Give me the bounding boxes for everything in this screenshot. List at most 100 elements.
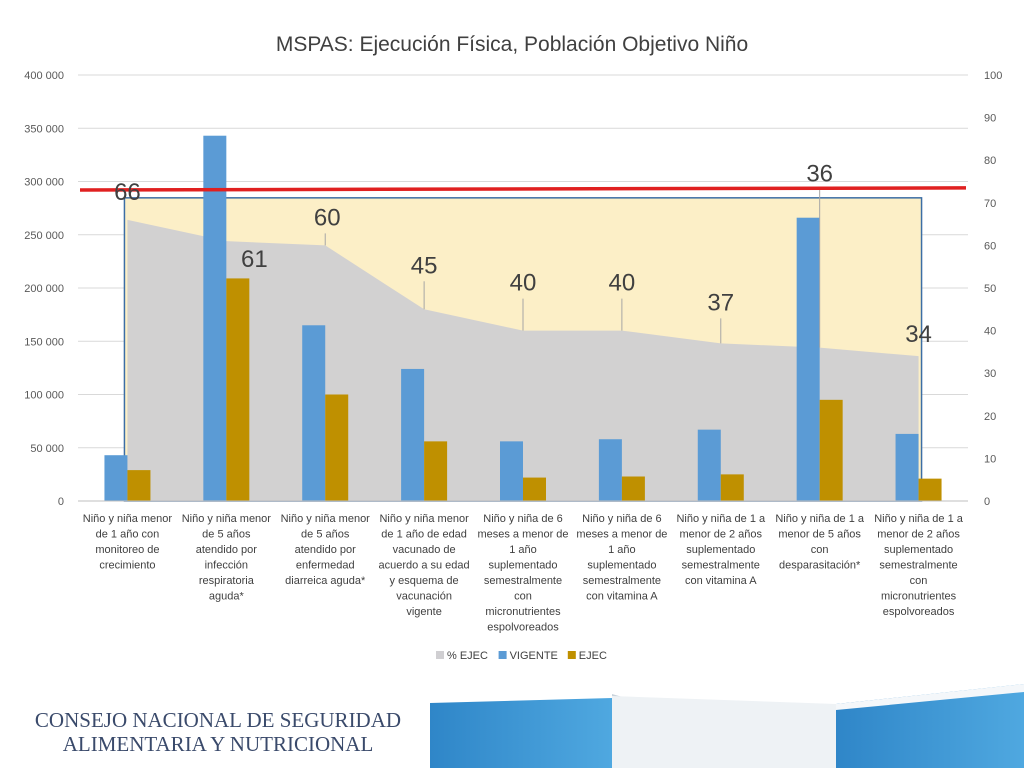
bar-vigente-2: [203, 135, 227, 501]
category-label-line: semestralmente: [484, 575, 562, 587]
left-axis: 0 50 000 100 000 150 000 200 000 250 000 300 0…: [24, 70, 64, 508]
category-label-line: Niño y niña de 1 a: [874, 513, 964, 525]
category-labels: Niño y niña menor de 1 año con monitoreo d…: [83, 513, 964, 634]
bar-ejec-5: [523, 477, 546, 501]
legend: % EJEC VIGENTE EJEC: [436, 650, 607, 662]
bar-ejec-7: [720, 474, 744, 501]
category-label-line: vacunado de: [393, 544, 456, 556]
category-label-line: con vitamina A: [685, 575, 757, 587]
bar-vigente-5: [500, 441, 523, 501]
bar-vigente-1: [104, 455, 128, 501]
category-label-line: menor de 2 años: [679, 529, 762, 541]
category-label-line: vacunación: [396, 591, 452, 603]
bar-vigente-9: [895, 433, 919, 501]
chart: MSPAS: Ejecución Física, Población Objet…: [24, 33, 1002, 662]
category-label-line: con vitamina A: [586, 591, 658, 603]
bar-ejec-8: [819, 399, 843, 501]
left-tick-label: 50 000: [30, 443, 64, 455]
category-label-line: con: [811, 544, 829, 556]
bar-vigente-8: [796, 217, 820, 501]
category-label-line: espolvoreados: [883, 606, 955, 618]
organization-name: CONSEJO NACIONAL DE SEGURIDAD ALIMENTARI…: [18, 708, 418, 756]
ribbon-edge-white: [836, 684, 1024, 710]
category-label-line: de 1 año de edad: [381, 529, 467, 541]
pct-data-label: 61: [241, 246, 268, 273]
category-label-line: suplementado: [488, 560, 557, 572]
category-label-line: diarreica aguda*: [285, 575, 366, 587]
right-tick-label: 90: [984, 113, 996, 125]
bar-ejec-3: [325, 394, 349, 501]
legend-swatch: [436, 651, 444, 659]
left-tick-label: 200 000: [24, 283, 64, 295]
legend-swatch: [498, 651, 507, 659]
footer-ribbons: [430, 684, 1024, 768]
right-tick-label: 20: [984, 411, 996, 423]
left-tick-label: 150 000: [24, 336, 64, 348]
category-label-line: Niño y niña de 6: [483, 513, 563, 525]
right-tick-label: 80: [984, 155, 996, 167]
category-label: Niño y niña menor de 5 años atendido por in…: [182, 513, 272, 603]
category-label-line: meses a menor de: [576, 529, 667, 541]
bar-vigente-4: [401, 368, 425, 501]
legend-label: % EJEC: [447, 650, 488, 662]
category-label-line: Niño y niña menor: [379, 513, 469, 525]
pct-data-label: 36: [806, 161, 833, 188]
category-label: Niño y niña de 1 a menor de 2 años supleme…: [874, 513, 964, 618]
bar-ejec-1: [127, 470, 151, 501]
category-label-line: menor de 2 años: [877, 529, 960, 541]
right-tick-label: 60: [984, 240, 996, 252]
right-tick-label: 70: [984, 198, 996, 210]
left-tick-label: 400 000: [24, 70, 64, 82]
pct-data-label: 34: [905, 321, 932, 348]
bar-vigente-3: [302, 325, 326, 501]
category-label-line: Niño y niña de 6: [582, 513, 662, 525]
right-tick-label: 40: [984, 326, 996, 338]
legend-label: EJEC: [579, 650, 607, 662]
bar-series: [104, 135, 942, 501]
category-label-line: con: [514, 591, 532, 603]
category-label-line: suplementado: [587, 560, 656, 572]
category-label-line: Niño y niña menor: [83, 513, 173, 525]
bar-ejec-4: [424, 441, 448, 501]
category-label: Niño y niña de 1 a menor de 2 años supleme…: [676, 513, 766, 587]
right-tick-label: 100: [984, 70, 1002, 82]
bar-ejec-9: [918, 478, 942, 501]
bar-vigente-7: [697, 429, 721, 501]
category-label: Niño y niña de 6 meses a menor de 1 año sup…: [477, 513, 568, 634]
pct-data-label: 40: [609, 270, 636, 297]
organization-name-line2: ALIMENTARIA Y NUTRICIONAL: [62, 732, 374, 756]
category-label: Niño y niña menor de 1 año de edad vacunad…: [379, 513, 470, 618]
legend-label: VIGENTE: [510, 650, 558, 662]
ribbon-center-white: [612, 696, 836, 768]
bar-ejec-2: [226, 278, 250, 501]
category-label-line: crecimiento: [99, 560, 155, 572]
pct-data-label: 66: [114, 179, 141, 206]
category-label-line: micronutrientes: [485, 606, 561, 618]
reference-line: [79, 186, 967, 192]
left-tick-label: 100 000: [24, 390, 64, 402]
category-label-line: infección: [205, 560, 248, 572]
pct-data-labels: 66 61 60 45 40 40 37 36 34: [114, 161, 932, 349]
category-label-line: y esquema de: [390, 575, 459, 587]
category-label-line: de 5 años: [202, 529, 251, 541]
legend-swatch: [567, 651, 576, 659]
pct-data-label: 37: [707, 289, 734, 316]
chart-title: MSPAS: Ejecución Física, Población Objet…: [276, 33, 748, 56]
bar-vigente-6: [598, 439, 622, 501]
pct-data-label: 40: [510, 270, 537, 297]
category-label-line: micronutrientes: [881, 591, 957, 603]
left-tick-label: 350 000: [24, 123, 64, 135]
left-tick-label: 0: [58, 496, 64, 508]
category-label-line: semestralmente: [682, 560, 760, 572]
category-label: Niño y niña de 6 meses a menor de 1 año sup…: [576, 513, 667, 603]
right-tick-label: 30: [984, 368, 996, 380]
category-label-line: semestralmente: [879, 560, 957, 572]
ribbon-left-blue: [430, 698, 612, 768]
category-label-line: desparasitación*: [779, 560, 861, 572]
category-label-line: enfermedad: [296, 560, 355, 572]
category-label-line: acuerdo a su edad: [379, 560, 470, 572]
category-label-line: meses a menor de: [477, 529, 568, 541]
category-label: Niño y niña menor de 1 año con monitoreo d…: [83, 513, 173, 572]
category-label-line: atendido por: [196, 544, 257, 556]
right-tick-label: 10: [984, 453, 996, 465]
